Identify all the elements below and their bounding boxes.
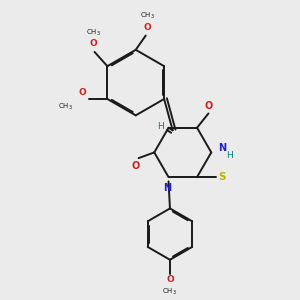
Text: CH$_3$: CH$_3$ (85, 28, 100, 38)
Text: S: S (218, 172, 226, 182)
Text: H: H (226, 151, 233, 160)
Text: N: N (163, 183, 171, 194)
Text: H: H (157, 122, 164, 130)
Text: O: O (143, 23, 151, 32)
Text: O: O (132, 161, 140, 171)
Text: CH$_3$: CH$_3$ (140, 11, 154, 21)
Text: O: O (166, 275, 174, 284)
Text: N: N (218, 143, 226, 153)
Text: CH$_3$: CH$_3$ (163, 287, 177, 297)
Text: O: O (89, 39, 97, 48)
Text: O: O (79, 88, 87, 97)
Text: CH$_3$: CH$_3$ (58, 102, 73, 112)
Text: O: O (205, 100, 213, 111)
